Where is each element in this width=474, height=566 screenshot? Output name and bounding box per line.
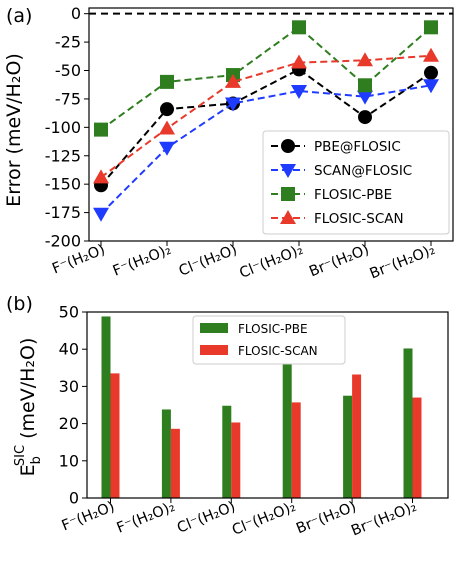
panel-b-ytick-label: 50 — [59, 303, 79, 322]
panel-a-legend-label: FLOSIC-PBE — [314, 187, 392, 203]
panel-a-data-point — [357, 90, 373, 105]
panel-b-xtick-label: Br⁻(H₂O)₂ — [349, 499, 419, 540]
panel-a-yticks: 0 -25 -50 -75 -100 -125 -150 -175 -200 — [45, 4, 89, 251]
panel-a-xtick-label: Cl⁻(H₂O)₂ — [237, 242, 305, 282]
panel-b-plot-area — [101, 316, 422, 498]
panel-a-ytick-label: -150 — [45, 175, 81, 194]
panel-b-ylabel: EbSIC (meV/H₂O) — [13, 338, 44, 477]
panel-a-data-point — [291, 54, 307, 69]
panel-a-data-point — [93, 169, 109, 184]
panel-b: (b) EbSIC (meV/H₂O) 0 10 20 30 40 50 F⁻(H₂O)F… — [6, 293, 449, 539]
panel-a-ytick-label: -175 — [45, 203, 81, 222]
panel-a-data-point — [424, 65, 438, 80]
panel-a-legend-marker — [280, 164, 296, 178]
panel-a-data-point — [423, 79, 439, 94]
panel-b-bar — [170, 428, 180, 498]
panel-b-bar — [291, 402, 301, 498]
panel-b-bar — [231, 422, 241, 498]
panel-a-data-point — [159, 141, 175, 156]
panel-b-ytick-label: 10 — [59, 451, 79, 470]
panel-b-xtick-label: Cl⁻(H₂O) — [175, 499, 238, 537]
panel-b-xtick-label: Cl⁻(H₂O)₂ — [230, 499, 298, 539]
panel-a-legend-box — [262, 130, 450, 235]
panel-a-legend-marker — [281, 139, 295, 153]
panel-a-data-point — [423, 47, 439, 62]
panel-b-legend-swatch — [200, 323, 228, 333]
panel-a-legend-label: FLOSIC-SCAN — [314, 211, 404, 227]
panel-a-ytick-label: -125 — [45, 146, 81, 165]
panel-a-data-point — [357, 52, 373, 67]
panel-b-legend-box — [192, 315, 346, 365]
panel-a-ytick-label: -50 — [55, 61, 81, 80]
panel-b-frame — [86, 311, 449, 499]
panel-a-series-line — [100, 68, 432, 186]
panel-b-legend: FLOSIC-PBE FLOSIC-SCAN — [192, 315, 346, 365]
panel-a-plot-area — [89, 12, 453, 222]
panel-a-xtick-label: Br⁻(H₂O)₂ — [368, 242, 438, 283]
panel-b-bar — [352, 374, 362, 498]
panel-a-data-point — [358, 110, 372, 125]
panel-b-bar — [403, 348, 413, 498]
panel-a-frame — [88, 7, 454, 242]
panel-a-data-point — [94, 122, 108, 137]
panel-b-bar — [101, 316, 111, 498]
panel-b-ytick-label: 40 — [59, 340, 79, 359]
panel-b-bar — [110, 373, 120, 498]
panel-a-xtick-label: F⁻(H₂O)₂ — [111, 242, 174, 280]
panel-a-data-point — [160, 74, 174, 89]
panel-a-data-point — [225, 97, 241, 112]
panel-b-bar — [412, 397, 422, 498]
panel-a-data-point — [291, 84, 307, 99]
panel-a-legend: PBE@FLOSIC SCAN@FLOSIC FLOSIC-PBE FLOSIC-SC… — [262, 130, 450, 235]
panel-b-ytick-label: 20 — [59, 414, 79, 433]
panel-a-series-line — [100, 54, 432, 179]
panel-a-data-point — [160, 102, 174, 117]
panel-a-xticks: F⁻(H₂O) F⁻(H₂O)₂ Cl⁻(H₂O)Cl⁻(H₂O)₂ Br⁻(H₂O)… — [50, 241, 437, 282]
panel-b-legend-label: FLOSIC-SCAN — [238, 344, 318, 358]
panel-a-ytick-label: -100 — [45, 118, 81, 137]
panel-a-ytick-label: -75 — [55, 89, 81, 108]
panel-a-data-point — [292, 20, 306, 35]
panel-a-legend-marker — [280, 210, 296, 224]
panel-b-bar — [282, 360, 292, 498]
panel-b-legend-swatch — [200, 345, 228, 355]
panel-a-xtick-label: Br⁻(H₂O) — [307, 242, 371, 280]
panel-b-yticks: 0 10 20 30 40 50 — [59, 303, 87, 508]
panel-b-ytick-label: 0 — [69, 489, 79, 508]
panel-a-label: (a) — [6, 5, 32, 27]
panel-a-ytick-label: -200 — [45, 232, 81, 251]
panel-a-data-point — [225, 73, 241, 88]
panel-b-ytick-label: 30 — [59, 377, 79, 396]
panel-b-bar — [222, 405, 232, 498]
panel-b-legend-label: FLOSIC-PBE — [238, 322, 308, 336]
panel-a-data-point — [358, 78, 372, 93]
panel-a-data-point — [159, 120, 175, 135]
panel-a-ylabel: Error (meV/H₂O) — [3, 53, 25, 207]
panel-a-data-point — [93, 207, 109, 222]
panel-b-xtick-label: Br⁻(H₂O) — [294, 499, 358, 537]
panel-b-bar — [343, 395, 353, 498]
panel-a: (a) Error (meV/H₂O) 0 -25 -50 -75 -100 -125 -1… — [3, 4, 454, 282]
panel-a-series-line — [100, 84, 432, 215]
panel-b-label: (b) — [6, 293, 33, 315]
panel-a-data-point — [424, 20, 438, 35]
panel-a-legend-label: SCAN@FLOSIC — [314, 163, 412, 179]
panel-a-series-line — [100, 26, 432, 131]
panel-b-bar — [161, 409, 171, 498]
panel-b-xtick-label: F⁻(H₂O)₂ — [115, 499, 178, 537]
panel-a-xtick-label: Cl⁻(H₂O) — [177, 242, 240, 280]
panel-a-legend-marker — [281, 187, 295, 201]
panel-a-ytick-label: -25 — [55, 33, 81, 52]
panel-a-ytick-label: 0 — [71, 4, 81, 23]
panel-a-legend-label: PBE@FLOSIC — [314, 139, 401, 155]
panel-b-xticks: F⁻(H₂O)F⁻(H₂O)₂Cl⁻(H₂O)Cl⁻(H₂O)₂Br⁻(H₂O)… — [60, 498, 419, 539]
